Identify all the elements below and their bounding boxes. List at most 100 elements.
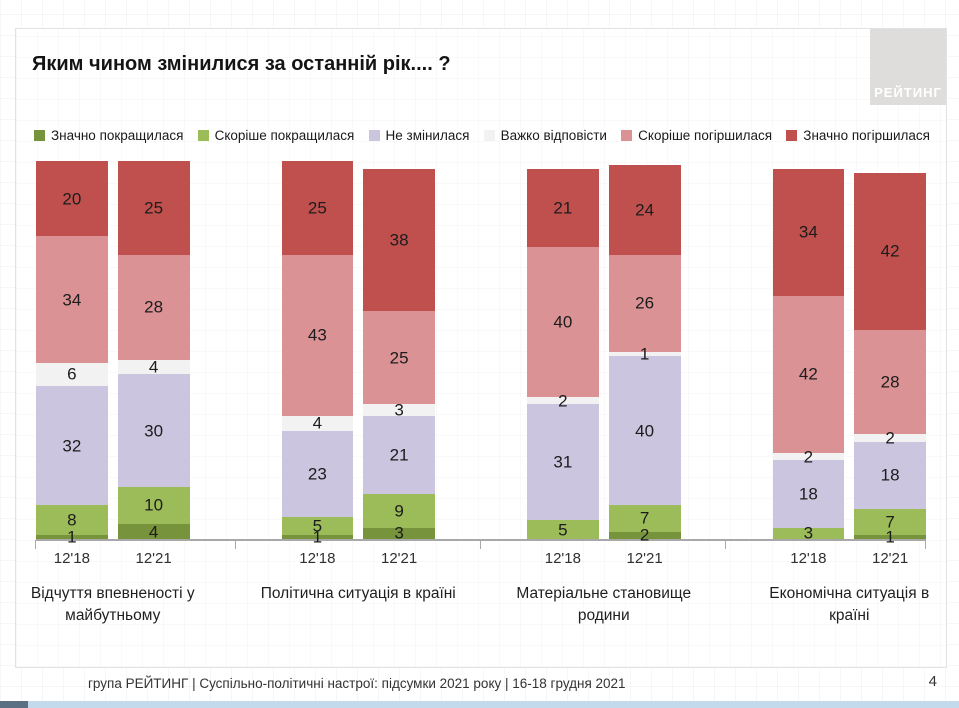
bar-segment: 3	[363, 523, 435, 543]
legend-swatch	[34, 130, 45, 141]
bar-group: 20 34 6 32 8 1 25 28 4 30 10 4	[36, 161, 190, 546]
bar-segment: 25	[117, 161, 190, 255]
footer-text: група РЕЙТИНГ | Суспільно-політичні наст…	[88, 676, 626, 691]
bar-value: 1	[639, 344, 650, 364]
slide: Яким чином змінилися за останній рік....…	[15, 28, 947, 668]
bar-value: 2	[803, 447, 814, 467]
bar-segment: 9	[363, 494, 435, 528]
legend-swatch	[621, 130, 633, 141]
bar-value: 34	[798, 222, 818, 242]
bar-value: 32	[62, 436, 82, 456]
legend-swatch	[368, 130, 380, 141]
bar-segment: 34	[36, 236, 108, 364]
x-axis-group: 12'18 12'21	[773, 550, 927, 567]
bar-segment: 21	[527, 168, 599, 248]
bar-segment: 42	[854, 172, 926, 330]
bar-value: 4	[148, 522, 159, 542]
bar-value: 38	[389, 230, 409, 250]
bar-segment: 2	[608, 527, 681, 544]
bar-segment: 40	[608, 355, 681, 506]
bar-segment: 3	[772, 523, 845, 543]
bar-segment: 5	[281, 516, 354, 536]
bar-segment: 2	[527, 392, 599, 409]
bar-value: 40	[635, 421, 655, 441]
stacked-bar: 25 43 4 23 5 1	[281, 161, 354, 546]
legend-swatch	[197, 130, 209, 141]
bar-value: 40	[553, 312, 573, 332]
bar-value: 3	[394, 523, 404, 543]
rating-group-logo: РЕЙТИНГ	[870, 29, 946, 105]
legend-item: Значно покращилася	[34, 128, 183, 143]
bar-segment: 1	[36, 529, 108, 546]
bar-value: 1	[312, 527, 323, 547]
bar-segment: 23	[281, 430, 354, 517]
x-tick-label: 12'21	[626, 550, 663, 567]
bottom-strip-light-segment	[28, 701, 959, 708]
x-axis-group: 12'18 12'21	[36, 550, 190, 567]
stacked-bar: 34 42 2 18 3	[772, 168, 845, 543]
page-title: Яким чином змінилися за останній рік....…	[32, 53, 451, 75]
bar-value: 42	[798, 364, 818, 384]
bar-value: 34	[62, 290, 82, 310]
legend-swatch	[786, 130, 798, 141]
legend-item: Важко відповісти	[483, 128, 607, 143]
bar-value: 2	[558, 391, 568, 411]
bar-segment: 2	[854, 430, 926, 447]
bar-group: 21 40 2 31 5 24 26 1 40 7 2	[527, 163, 681, 544]
legend: Значно покращилася Скоріше покращилася Не …	[32, 128, 932, 143]
bar-segment: 21	[363, 415, 435, 495]
bar-segment: 42	[772, 295, 845, 453]
bar-value: 4	[312, 413, 323, 433]
axis-tick	[235, 540, 237, 549]
x-axis-group: 12'18 12'21	[282, 550, 436, 567]
bar-value: 30	[144, 421, 164, 441]
logo-text: РЕЙТИНГ	[874, 85, 942, 100]
bar-value: 18	[880, 465, 900, 485]
legend-item: Не змінилася	[368, 128, 470, 143]
bar-segment: 38	[363, 168, 435, 311]
bar-segment: 1	[281, 529, 354, 546]
stacked-bar: 21 40 2 31 5	[527, 168, 599, 540]
bar-segment: 43	[281, 254, 354, 416]
stacked-bar: 42 28 2 18 7 1	[854, 172, 926, 546]
axis-tick	[925, 540, 926, 549]
bar-segment: 1	[854, 529, 926, 546]
legend-label: Важко відповісти	[500, 128, 607, 143]
bar-value: 10	[144, 495, 164, 515]
bar-value: 5	[558, 520, 568, 540]
legend-label: Не змінилася	[385, 128, 470, 143]
legend-label: Скоріше покращилася	[214, 128, 355, 143]
bar-value: 7	[639, 508, 650, 528]
stacked-bar: 20 34 6 32 8 1	[36, 161, 108, 546]
bar-segment: 7	[854, 509, 926, 536]
group-label: Політична ситуація в країні	[260, 585, 456, 602]
x-axis-group: 12'18 12'21	[527, 550, 681, 567]
x-tick-label: 12'18	[790, 550, 827, 567]
x-axis-labels: 12'18 12'21 12'18 12'21 12'18 12'21 12'18 12'21	[36, 550, 926, 567]
bar-value: 3	[803, 523, 814, 543]
axis-tick	[35, 540, 36, 549]
x-tick-label: 12'18	[544, 550, 581, 567]
bar-value: 25	[389, 348, 409, 368]
bar-value: 2	[885, 428, 895, 448]
legend-item: Значно погіршилася	[786, 128, 930, 143]
chart: 20 34 6 32 8 1 25 28 4 30 10 4 25 43 4 23 5 1 38 25 3 21 9 3 21 4…	[31, 161, 932, 626]
x-tick-label: 12'18	[299, 550, 336, 567]
legend-label: Значно погіршилася	[803, 128, 930, 143]
bar-segment: 32	[36, 385, 108, 506]
bar-segment: 28	[854, 329, 926, 435]
bar-value: 20	[62, 189, 82, 209]
bar-segment: 18	[854, 441, 926, 510]
legend-label: Скоріше погіршилася	[638, 128, 773, 143]
legend-item: Скоріше покращилася	[197, 128, 355, 143]
bar-segment: 4	[281, 413, 354, 433]
bar-segment: 24	[608, 165, 681, 255]
x-tick-label: 12'18	[53, 550, 90, 567]
bar-value: 3	[394, 400, 404, 420]
x-tick-label: 12'21	[135, 550, 172, 567]
page-number: 4	[928, 673, 937, 690]
bar-value: 18	[798, 484, 818, 504]
bottom-strip-dark-segment	[0, 701, 28, 708]
bar-value: 5	[312, 516, 323, 536]
bar-segment: 6	[36, 363, 108, 386]
